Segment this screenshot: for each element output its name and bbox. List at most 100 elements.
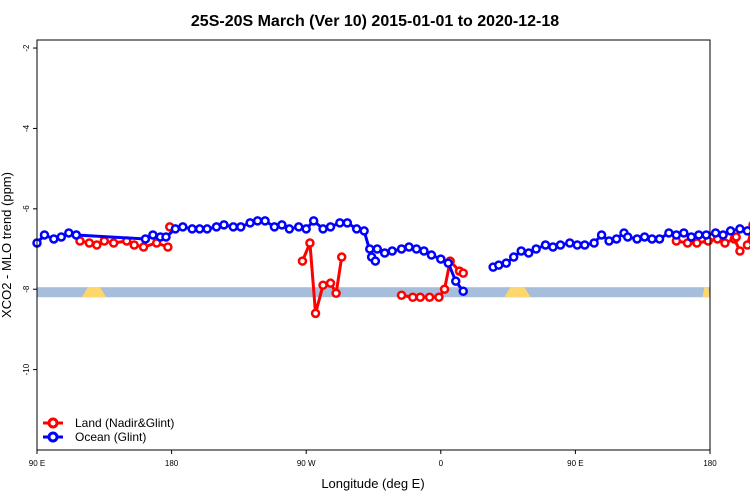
data-point xyxy=(611,234,622,244)
data-point xyxy=(284,224,295,234)
x-tick-label: 90 E xyxy=(29,459,45,468)
data-point xyxy=(310,308,321,319)
data-point xyxy=(419,246,429,256)
data-point xyxy=(415,292,425,303)
legend-land-label: Land (Nadir&Glint) xyxy=(75,416,174,430)
data-point xyxy=(49,234,59,244)
data-point xyxy=(138,242,149,252)
data-point xyxy=(325,278,336,288)
data-point xyxy=(365,244,375,254)
data-point xyxy=(148,230,158,240)
data-point xyxy=(269,222,280,232)
data-point xyxy=(692,238,702,248)
data-point xyxy=(679,228,689,238)
data-point xyxy=(639,232,650,242)
data-point xyxy=(277,220,287,230)
series-line xyxy=(745,230,750,246)
data-point xyxy=(293,222,304,232)
y-tick-label: -2 xyxy=(22,44,31,52)
data-point xyxy=(531,244,541,254)
data-point xyxy=(202,224,212,234)
data-point xyxy=(64,228,74,238)
data-point xyxy=(664,228,674,238)
land-span xyxy=(504,287,531,298)
data-point xyxy=(632,234,642,244)
data-point xyxy=(84,238,95,248)
data-point xyxy=(720,238,730,248)
data-point xyxy=(359,226,369,236)
x-tick-label: 90 W xyxy=(297,459,316,468)
data-point xyxy=(436,254,446,264)
y-tick-label: -6 xyxy=(22,205,31,213)
y-axis-label: XCO2 - MLO trend (ppm) xyxy=(0,172,14,318)
data-point xyxy=(451,276,461,286)
data-point xyxy=(211,222,222,232)
data-point xyxy=(411,244,422,254)
data-point xyxy=(260,216,270,226)
land-span xyxy=(702,287,710,298)
data-point xyxy=(494,260,504,270)
legend: Land (Nadir&Glint) Ocean (Glint) xyxy=(43,416,174,444)
data-point xyxy=(701,230,712,240)
data-point xyxy=(508,252,519,262)
data-point xyxy=(686,232,697,242)
data-point xyxy=(252,216,263,226)
data-point xyxy=(351,224,362,234)
data-point xyxy=(439,284,450,294)
y-axis: -2 -4 -6 -8 -10 xyxy=(22,44,37,375)
data-point xyxy=(742,240,750,250)
data-point xyxy=(647,234,657,244)
ocean-strip xyxy=(37,287,710,298)
data-point xyxy=(236,222,246,232)
legend-land-marker xyxy=(47,417,59,429)
data-point xyxy=(596,230,607,240)
data-point xyxy=(161,232,171,242)
data-point xyxy=(735,246,745,256)
x-tick-label: 180 xyxy=(703,459,717,468)
data-point xyxy=(458,268,468,278)
y-tick-label: -4 xyxy=(22,124,31,132)
data-point xyxy=(129,240,139,250)
data-point xyxy=(694,230,704,240)
data-point xyxy=(194,224,205,234)
y-tick-label: -8 xyxy=(22,285,31,293)
data-point xyxy=(458,286,468,296)
data-point xyxy=(187,224,197,234)
data-point xyxy=(424,292,435,303)
data-point xyxy=(742,226,750,236)
data-point xyxy=(654,234,665,244)
data-point xyxy=(140,234,151,244)
data-point xyxy=(325,222,336,232)
series-ocean xyxy=(32,216,750,296)
data-point xyxy=(565,238,575,248)
data-point xyxy=(71,230,82,240)
data-point xyxy=(387,246,397,256)
data-point xyxy=(589,238,599,248)
data-point xyxy=(548,242,558,252)
land-span xyxy=(81,287,107,298)
data-point xyxy=(370,256,381,266)
x-tick-label: 180 xyxy=(165,459,179,468)
data-point xyxy=(731,232,741,242)
data-point xyxy=(523,248,534,258)
data-point xyxy=(516,246,526,256)
data-point xyxy=(540,240,551,250)
data-point xyxy=(408,292,418,303)
data-point xyxy=(39,230,50,240)
data-point xyxy=(671,230,682,240)
data-point xyxy=(572,240,583,250)
data-point xyxy=(99,236,110,246)
data-point xyxy=(178,222,188,232)
data-point xyxy=(342,218,353,228)
data-point xyxy=(501,258,511,268)
data-point xyxy=(622,232,633,242)
data-point xyxy=(163,242,173,252)
data-point xyxy=(301,224,311,234)
x-axis: 90 E 180 90 W 0 90 E 180 xyxy=(29,450,717,468)
x-axis-label: Longitude (deg E) xyxy=(321,476,424,491)
x-tick-label: 90 E xyxy=(567,459,583,468)
plot-frame xyxy=(36,39,711,451)
data-point xyxy=(308,216,319,226)
data-point xyxy=(297,256,308,266)
